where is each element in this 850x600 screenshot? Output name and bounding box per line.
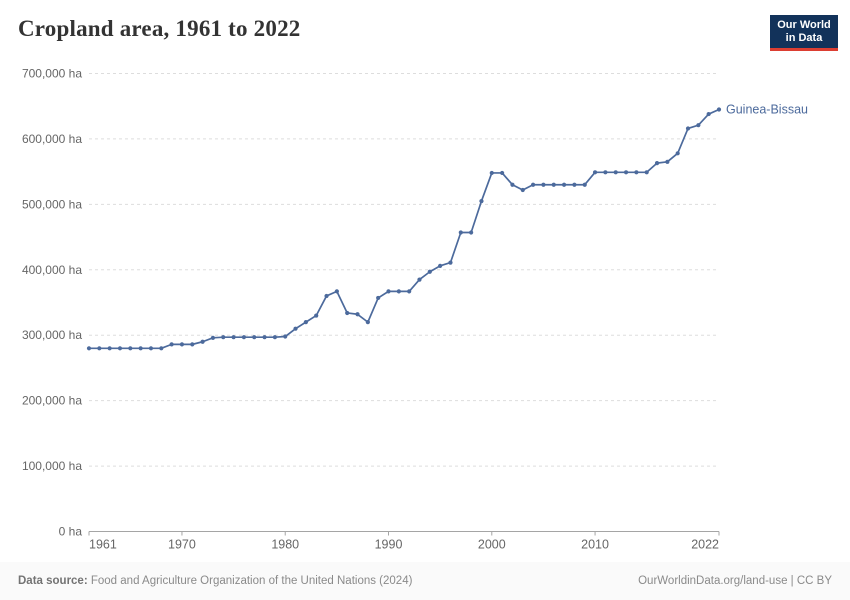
data-point[interactable] xyxy=(469,230,474,235)
series-label[interactable]: Guinea-Bissau xyxy=(726,102,808,116)
data-point[interactable] xyxy=(221,335,226,340)
data-point[interactable] xyxy=(252,335,257,340)
data-point[interactable] xyxy=(210,335,216,340)
y-tick-label: 300,000 ha xyxy=(22,328,82,342)
data-point[interactable] xyxy=(86,346,92,351)
data-point[interactable] xyxy=(582,182,587,187)
y-tick-label: 600,000 ha xyxy=(22,132,82,146)
y-tick-label: 100,000 ha xyxy=(22,459,82,473)
x-tick-label: 2010 xyxy=(581,538,609,552)
page-title: Cropland area, 1961 to 2022 xyxy=(18,16,301,41)
data-point[interactable] xyxy=(365,320,370,325)
footer: Data source: Food and Agriculture Organi… xyxy=(0,562,850,600)
series-line[interactable] xyxy=(88,108,720,350)
data-point[interactable] xyxy=(665,159,670,164)
data-point[interactable] xyxy=(623,170,629,175)
data-point[interactable] xyxy=(128,346,133,351)
data-point[interactable] xyxy=(303,320,308,325)
data-point[interactable] xyxy=(231,335,236,340)
data-point[interactable] xyxy=(334,289,339,294)
license-note[interactable]: OurWorldinData.org/land-use | CC BY xyxy=(638,575,832,587)
data-point[interactable] xyxy=(314,313,319,318)
data-source-label: Data source: xyxy=(18,575,88,587)
owid-logo-line2: in Data xyxy=(785,32,823,44)
owid-logo[interactable]: Our World in Data xyxy=(770,15,838,51)
data-point[interactable] xyxy=(561,182,567,187)
data-point[interactable] xyxy=(262,335,267,340)
data-point[interactable] xyxy=(241,335,247,340)
data-source-note: Data source: Food and Agriculture Organi… xyxy=(18,575,412,587)
x-tick-label: 1990 xyxy=(375,538,403,552)
data-point[interactable] xyxy=(148,346,154,351)
data-point[interactable] xyxy=(272,335,278,340)
data-point[interactable] xyxy=(190,342,195,347)
data-point[interactable] xyxy=(479,198,484,204)
data-point[interactable] xyxy=(541,182,546,187)
data-point[interactable] xyxy=(654,161,660,166)
data-point[interactable] xyxy=(520,187,525,193)
data-point[interactable] xyxy=(696,123,701,128)
data-point[interactable] xyxy=(200,339,205,344)
data-point[interactable] xyxy=(510,182,515,187)
data-point[interactable] xyxy=(355,312,360,317)
x-tick-label: 2022 xyxy=(691,538,719,552)
data-point[interactable] xyxy=(716,107,722,112)
owid-logo-line1: Our World xyxy=(777,19,831,31)
data-point[interactable] xyxy=(97,346,102,351)
x-tick-label: 2000 xyxy=(478,538,506,552)
y-tick-label: 500,000 ha xyxy=(22,197,82,211)
data-point[interactable] xyxy=(592,170,598,175)
data-point[interactable] xyxy=(179,342,185,347)
x-tick-label: 1980 xyxy=(271,538,299,552)
data-point[interactable] xyxy=(345,310,350,316)
data-point[interactable] xyxy=(458,230,463,235)
y-tick-label: 200,000 ha xyxy=(22,394,82,408)
data-point[interactable] xyxy=(396,289,401,294)
data-point[interactable] xyxy=(427,269,432,274)
data-point[interactable] xyxy=(530,182,536,187)
data-point[interactable] xyxy=(293,326,298,331)
data-point[interactable] xyxy=(489,170,494,176)
x-tick-label: 1970 xyxy=(168,538,196,552)
data-point[interactable] xyxy=(613,170,618,175)
data-point[interactable] xyxy=(376,295,381,301)
data-point[interactable] xyxy=(138,346,143,351)
y-tick-label: 0 ha xyxy=(59,525,83,539)
data-point[interactable] xyxy=(603,170,608,175)
data-point[interactable] xyxy=(634,170,639,175)
data-point[interactable] xyxy=(407,289,412,294)
data-point[interactable] xyxy=(117,346,123,351)
data-point[interactable] xyxy=(644,170,649,175)
data-point[interactable] xyxy=(448,260,453,265)
data-point[interactable] xyxy=(107,346,112,351)
data-point[interactable] xyxy=(169,342,174,347)
y-tick-label: 700,000 ha xyxy=(22,67,82,81)
data-point[interactable] xyxy=(685,126,691,131)
y-tick-label: 400,000 ha xyxy=(22,263,82,277)
data-point[interactable] xyxy=(324,293,329,299)
data-point[interactable] xyxy=(159,346,164,351)
owid-logo-accent-bar xyxy=(770,48,838,51)
x-tick-label: 1961 xyxy=(89,538,117,552)
data-point[interactable] xyxy=(438,263,443,268)
data-point[interactable] xyxy=(706,111,711,117)
data-source-text: Food and Agriculture Organization of the… xyxy=(87,575,413,587)
data-point[interactable] xyxy=(417,277,422,282)
data-point[interactable] xyxy=(572,182,577,187)
data-point[interactable] xyxy=(283,334,288,339)
data-point[interactable] xyxy=(675,151,680,156)
data-point[interactable] xyxy=(500,170,505,176)
data-point[interactable] xyxy=(551,182,556,187)
data-point[interactable] xyxy=(386,289,391,294)
